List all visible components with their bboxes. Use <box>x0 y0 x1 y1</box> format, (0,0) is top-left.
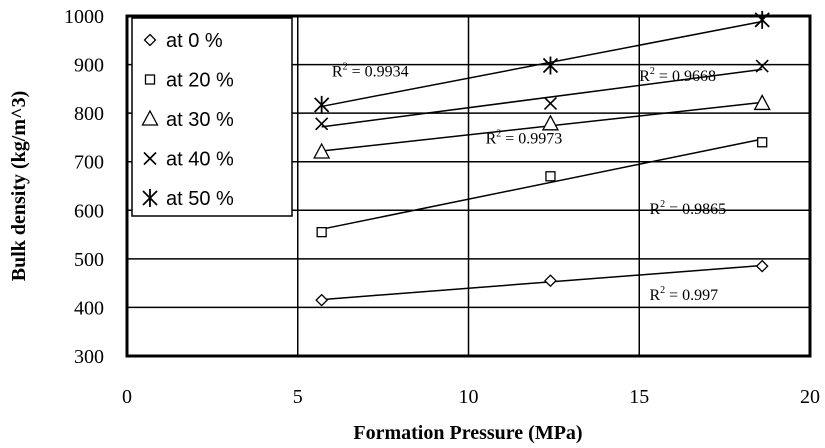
y-axis-title: Bulk density (kg/m^3) <box>8 91 30 282</box>
tick-labels: 300 400 500 600 700 800 900 1000 0 5 10 15 20 <box>64 6 820 408</box>
legend-label: at 50 % <box>166 188 234 210</box>
data-point-s2-p0 <box>313 142 331 159</box>
y-tick-label: 400 <box>74 297 104 319</box>
x-tick-label: 15 <box>629 386 649 408</box>
r2-annotation: R2 = 0.9865 <box>649 199 726 218</box>
data-point-s4-p2 <box>754 10 770 29</box>
r2-annotation: R2 = 0.9973 <box>486 129 563 148</box>
trend-lines <box>321 20 763 301</box>
legend-label: at 40 % <box>166 149 234 171</box>
trend-line-4 <box>321 20 763 108</box>
legend-marker-3 <box>143 151 157 166</box>
data-point-s3-p0 <box>315 117 329 131</box>
data-point-s0-p0 <box>315 293 329 307</box>
legend-item: at 30 % <box>141 109 234 131</box>
y-tick-label: 700 <box>74 152 104 174</box>
r2-annotation: R2 = 0.997 <box>649 285 718 304</box>
x-tick-label: 0 <box>122 386 132 408</box>
legend-item: at 0 % <box>143 30 223 52</box>
legend-marker-0 <box>143 33 157 47</box>
legend: at 0 % at 20 % at 30 % at 40 % at 50 % <box>131 17 293 217</box>
trend-line-2 <box>321 101 763 152</box>
legend-label: at 30 % <box>166 109 234 131</box>
x-tick-label: 10 <box>459 386 479 408</box>
data-point-s0-p1 <box>544 274 557 288</box>
data-points <box>313 10 771 307</box>
trend-line-3 <box>321 68 763 128</box>
legend-item: at 50 % <box>142 188 234 210</box>
data-point-s1-p2 <box>757 137 768 148</box>
data-point-s0-p2 <box>755 259 769 273</box>
y-tick-label: 1000 <box>64 6 104 28</box>
legend-box <box>131 17 293 217</box>
y-tick-label: 600 <box>74 200 104 222</box>
data-point-s1-p0 <box>316 226 327 238</box>
y-tick-label: 300 <box>74 346 104 368</box>
data-point-s3-p2 <box>755 59 769 73</box>
r2-annotation: R2 = 0.9934 <box>332 62 409 81</box>
data-point-s1-p1 <box>545 171 556 182</box>
legend-marker-1 <box>144 74 156 85</box>
y-tick-label: 500 <box>74 249 104 271</box>
data-point-s3-p1 <box>543 96 558 110</box>
x-axis-title: Formation Pressure (MPa) <box>353 422 582 444</box>
trend-line-0 <box>321 264 763 301</box>
y-tick-label: 900 <box>74 55 104 77</box>
x-tick-label: 20 <box>800 386 820 408</box>
x-tick-label: 5 <box>293 386 303 408</box>
legend-marker-2 <box>141 109 159 126</box>
legend-label: at 0 % <box>166 30 223 52</box>
data-point-s2-p2 <box>753 94 771 111</box>
data-point-s4-p0 <box>314 95 330 114</box>
legend-item: at 40 % <box>143 149 234 171</box>
y-tick-label: 800 <box>74 103 104 125</box>
data-point-s2-p1 <box>541 114 560 131</box>
trend-line-1 <box>321 138 763 230</box>
data-point-s4-p1 <box>542 56 559 75</box>
legend-item: at 20 % <box>144 70 234 92</box>
r2-annotation: R2 = 0.9668 <box>639 66 716 85</box>
r2-annotations: R2 = 0.997 R2 = 0.9865 R2 = 0.9973 R2 = 0.9… <box>332 62 726 304</box>
legend-marker-4 <box>142 189 158 207</box>
plot-area-border <box>125 14 812 358</box>
legend-label: at 20 % <box>166 70 234 92</box>
